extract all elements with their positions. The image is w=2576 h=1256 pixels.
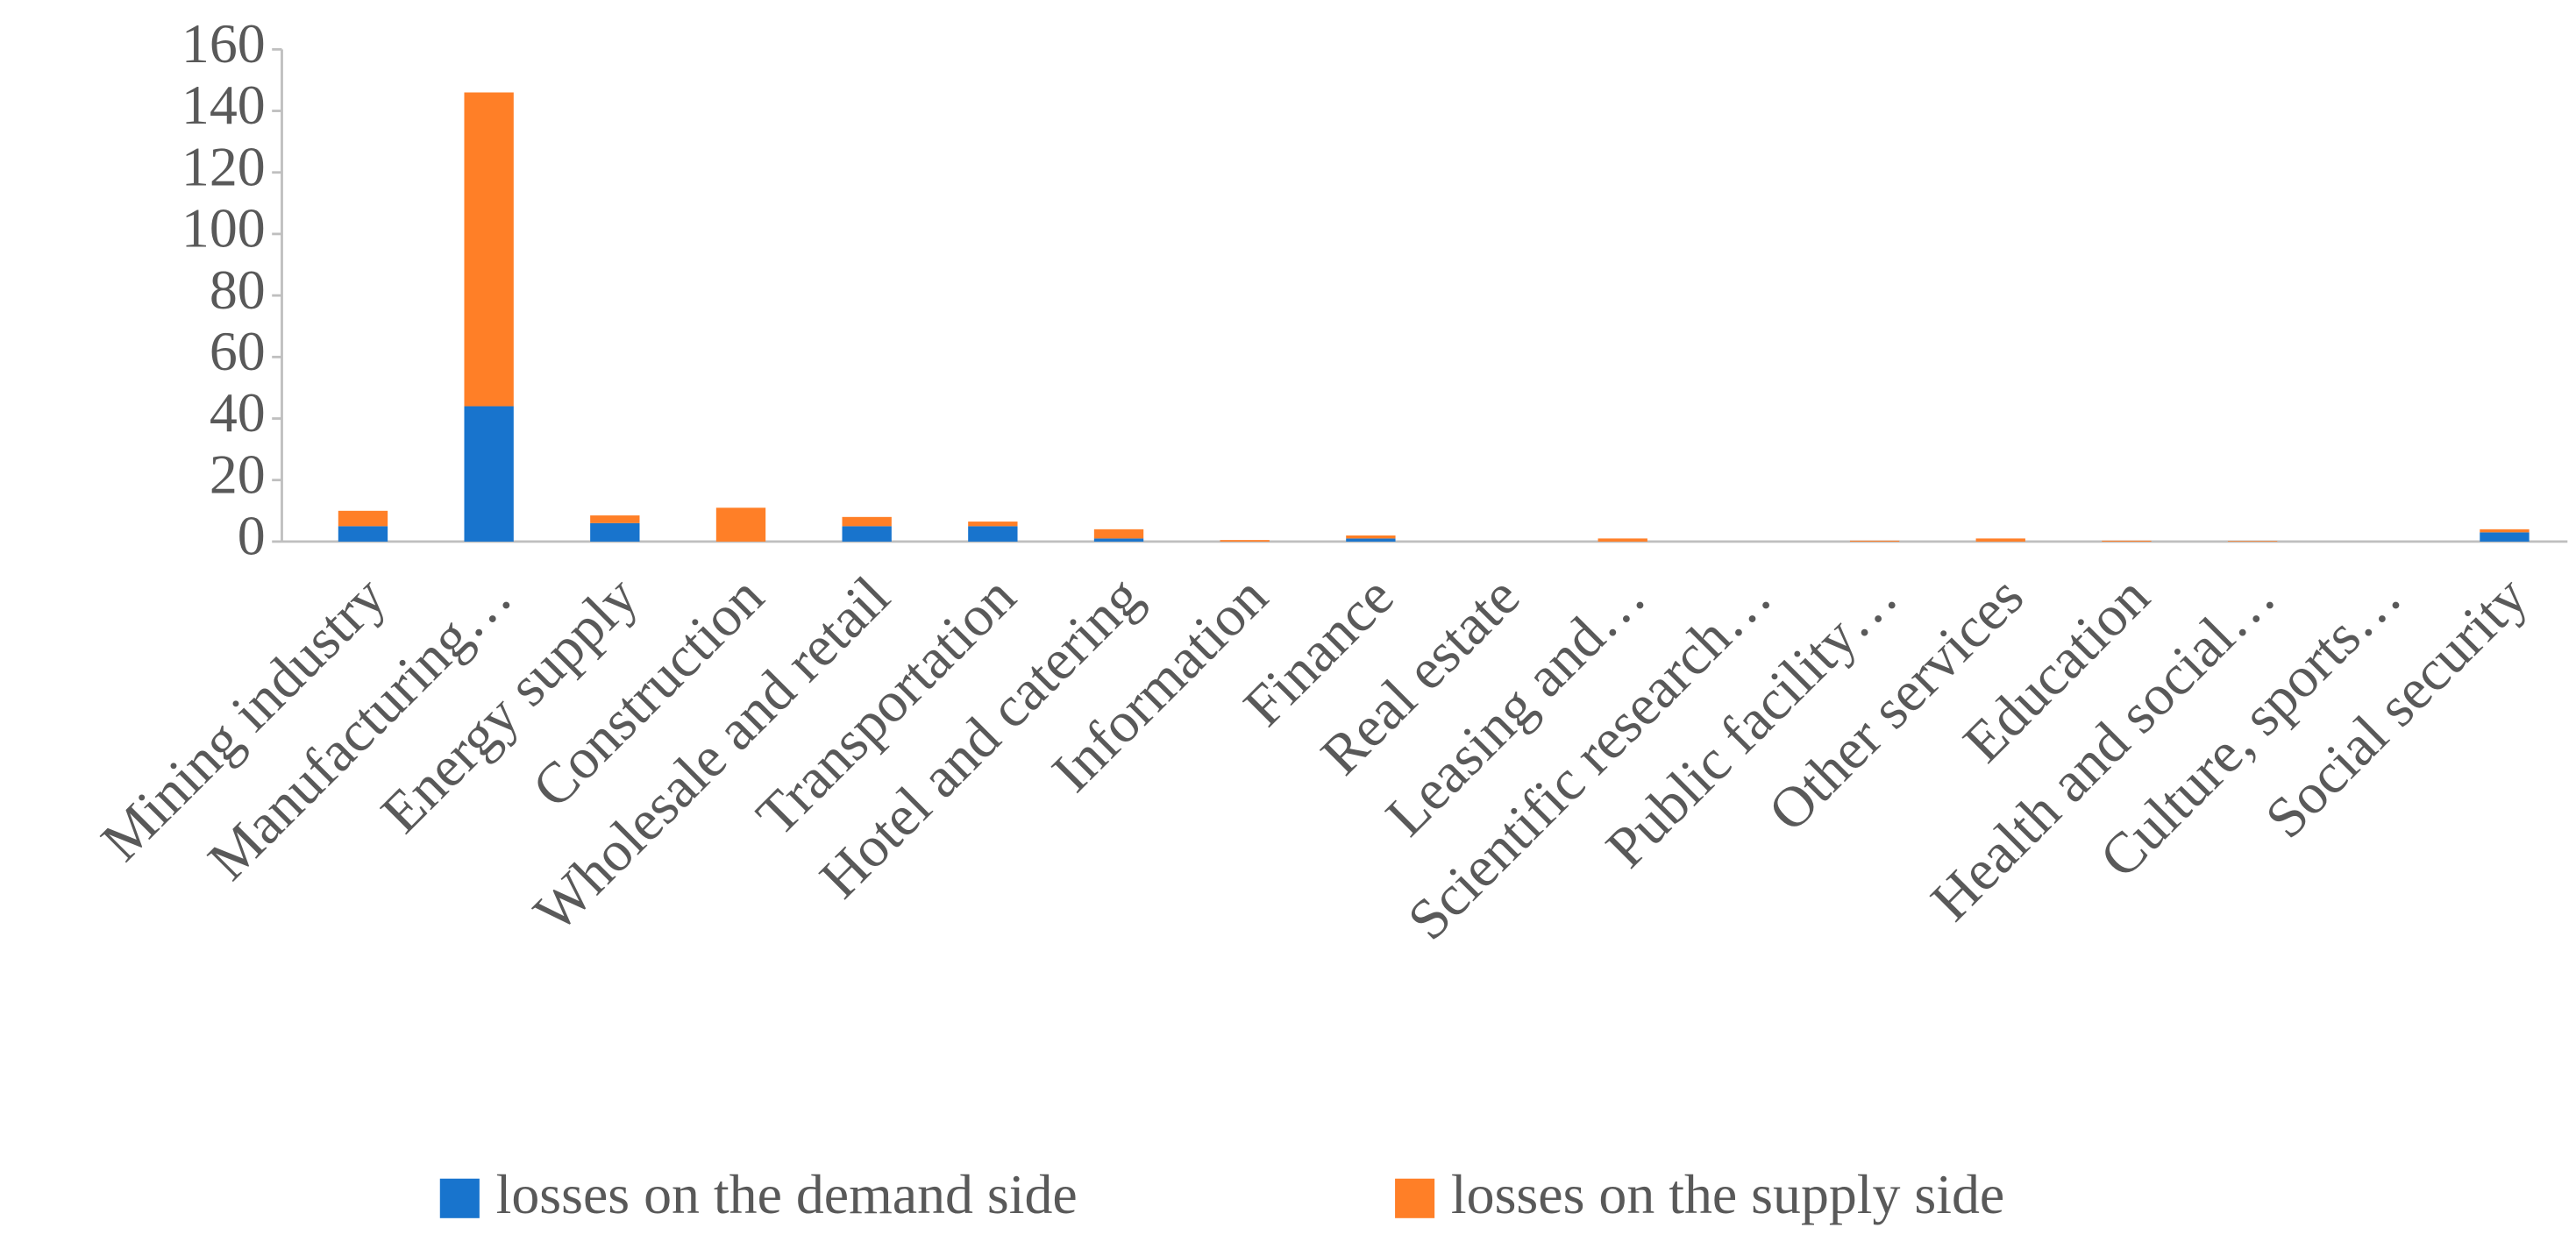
- y-tick-label: 120: [181, 135, 266, 197]
- bar-segment: [1849, 540, 1900, 542]
- y-tick-label: 80: [210, 259, 266, 321]
- bar-segment: [2480, 532, 2530, 542]
- bar-segment: [715, 507, 766, 542]
- bar-segment: [1346, 538, 1396, 542]
- y-tick-label: 40: [210, 381, 266, 444]
- y-tick-label: 100: [181, 197, 266, 259]
- y-tick-label: 20: [210, 443, 266, 505]
- bar-segment: [1093, 538, 1144, 542]
- bar-segment: [464, 92, 514, 407]
- bar-segment: [2102, 540, 2152, 542]
- bar-segment: [2227, 541, 2278, 542]
- bar-segment: [1220, 540, 1270, 542]
- y-tick-label: 160: [181, 12, 266, 75]
- bar-segment: [590, 522, 640, 542]
- bar-segment: [338, 510, 388, 527]
- bar-segment: [2480, 529, 2530, 533]
- bar-segment: [842, 516, 892, 527]
- bar-segment: [1093, 529, 1144, 539]
- bar-segment: [1346, 535, 1396, 539]
- bar-segment: [1975, 538, 2025, 542]
- bar-segment: [590, 515, 640, 523]
- legend-swatch: [1395, 1178, 1435, 1218]
- y-tick-label: 0: [238, 505, 266, 567]
- legend-label: losses on the supply side: [1451, 1163, 2004, 1225]
- bar-segment: [338, 526, 388, 542]
- y-tick-label: 60: [210, 320, 266, 382]
- bar-segment: [464, 406, 514, 542]
- legend-label: losses on the demand side: [496, 1163, 1078, 1225]
- y-tick-label: 140: [181, 74, 266, 136]
- bar-segment: [842, 526, 892, 542]
- bar-segment: [1598, 538, 1647, 542]
- bar-segment: [968, 526, 1018, 542]
- legend-swatch: [439, 1178, 480, 1218]
- bar-segment: [968, 522, 1018, 527]
